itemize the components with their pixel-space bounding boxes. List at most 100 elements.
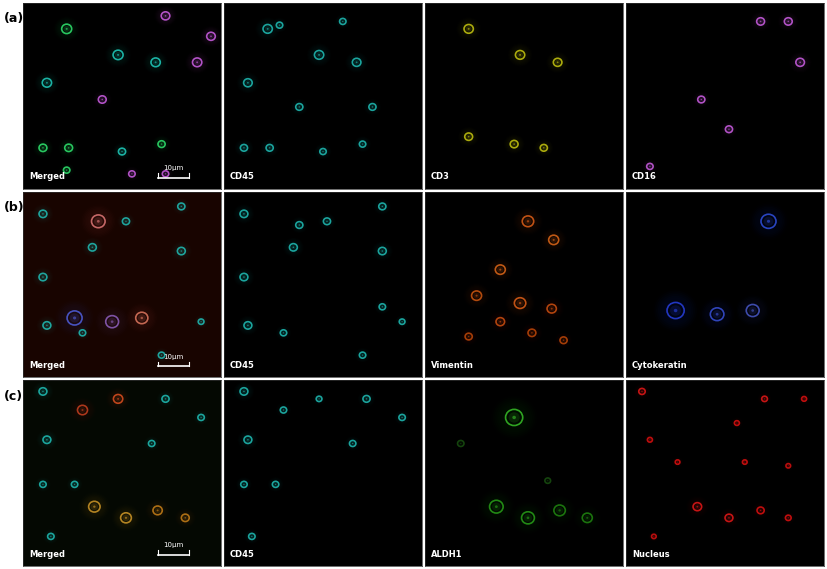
Circle shape xyxy=(465,26,471,32)
Circle shape xyxy=(179,204,184,209)
Circle shape xyxy=(243,277,245,278)
Circle shape xyxy=(550,237,557,243)
Circle shape xyxy=(801,397,805,401)
Circle shape xyxy=(698,97,703,102)
Circle shape xyxy=(150,442,154,446)
Text: CD45: CD45 xyxy=(230,550,255,559)
Circle shape xyxy=(523,218,531,225)
Circle shape xyxy=(200,417,202,418)
Circle shape xyxy=(121,151,122,152)
Circle shape xyxy=(200,321,202,322)
Circle shape xyxy=(81,409,84,411)
Text: Merged: Merged xyxy=(29,172,65,182)
Circle shape xyxy=(183,516,188,520)
Circle shape xyxy=(250,534,254,538)
Circle shape xyxy=(277,23,281,27)
Circle shape xyxy=(243,213,245,215)
Circle shape xyxy=(210,35,212,37)
Circle shape xyxy=(758,19,762,24)
Circle shape xyxy=(759,20,761,22)
Circle shape xyxy=(199,320,203,323)
Circle shape xyxy=(458,442,462,446)
Circle shape xyxy=(179,249,184,253)
Circle shape xyxy=(151,443,152,444)
Circle shape xyxy=(283,332,284,333)
Circle shape xyxy=(528,331,533,335)
Circle shape xyxy=(65,28,68,30)
Circle shape xyxy=(93,217,103,225)
Circle shape xyxy=(381,206,383,207)
Circle shape xyxy=(360,142,364,146)
Circle shape xyxy=(279,24,280,26)
Circle shape xyxy=(762,397,766,401)
Circle shape xyxy=(340,19,345,23)
Circle shape xyxy=(364,397,368,401)
Circle shape xyxy=(297,105,301,109)
Circle shape xyxy=(766,220,769,223)
Text: (c): (c) xyxy=(3,390,22,403)
Circle shape xyxy=(758,508,762,513)
Circle shape xyxy=(381,250,383,252)
Circle shape xyxy=(130,172,134,176)
Circle shape xyxy=(245,323,250,328)
Circle shape xyxy=(356,61,357,63)
Circle shape xyxy=(467,136,469,138)
Circle shape xyxy=(316,52,322,57)
Circle shape xyxy=(322,151,323,152)
Circle shape xyxy=(669,306,681,316)
Circle shape xyxy=(759,510,761,511)
Text: (a): (a) xyxy=(3,12,24,25)
Circle shape xyxy=(42,213,44,215)
Circle shape xyxy=(251,536,252,537)
Circle shape xyxy=(266,28,268,30)
Circle shape xyxy=(750,309,753,312)
Circle shape xyxy=(499,321,500,323)
Circle shape xyxy=(46,324,48,326)
Circle shape xyxy=(125,517,127,519)
Circle shape xyxy=(198,415,203,419)
Circle shape xyxy=(41,483,45,486)
Circle shape xyxy=(156,509,159,512)
Circle shape xyxy=(50,536,51,537)
Circle shape xyxy=(491,502,500,511)
Circle shape xyxy=(41,275,45,279)
Circle shape xyxy=(281,408,285,412)
Circle shape xyxy=(246,82,248,84)
Circle shape xyxy=(281,331,285,335)
Circle shape xyxy=(123,219,128,224)
Circle shape xyxy=(648,166,650,167)
Circle shape xyxy=(131,173,132,175)
Circle shape xyxy=(44,80,50,85)
Circle shape xyxy=(475,295,477,296)
Circle shape xyxy=(557,509,560,512)
Circle shape xyxy=(246,324,248,326)
Circle shape xyxy=(324,219,329,224)
Circle shape xyxy=(561,338,565,343)
Circle shape xyxy=(694,504,700,509)
Circle shape xyxy=(265,26,270,32)
Circle shape xyxy=(90,503,98,510)
Circle shape xyxy=(45,323,50,328)
Circle shape xyxy=(786,516,789,519)
Circle shape xyxy=(246,439,248,440)
Text: 10μm: 10μm xyxy=(163,542,184,549)
Circle shape xyxy=(523,514,532,522)
Circle shape xyxy=(727,517,729,518)
Circle shape xyxy=(648,439,650,440)
Circle shape xyxy=(541,146,546,150)
Circle shape xyxy=(93,505,95,508)
Circle shape xyxy=(241,483,246,486)
Circle shape xyxy=(763,398,764,399)
Circle shape xyxy=(715,313,718,316)
Circle shape xyxy=(196,61,198,63)
Circle shape xyxy=(556,61,558,63)
Circle shape xyxy=(361,143,363,145)
Circle shape xyxy=(267,146,271,150)
Circle shape xyxy=(743,461,745,464)
Circle shape xyxy=(467,336,469,337)
Circle shape xyxy=(380,305,384,309)
Circle shape xyxy=(562,340,564,341)
Text: 10μm: 10μm xyxy=(163,165,184,171)
Text: Vimentin: Vimentin xyxy=(431,361,473,370)
Circle shape xyxy=(180,250,182,252)
